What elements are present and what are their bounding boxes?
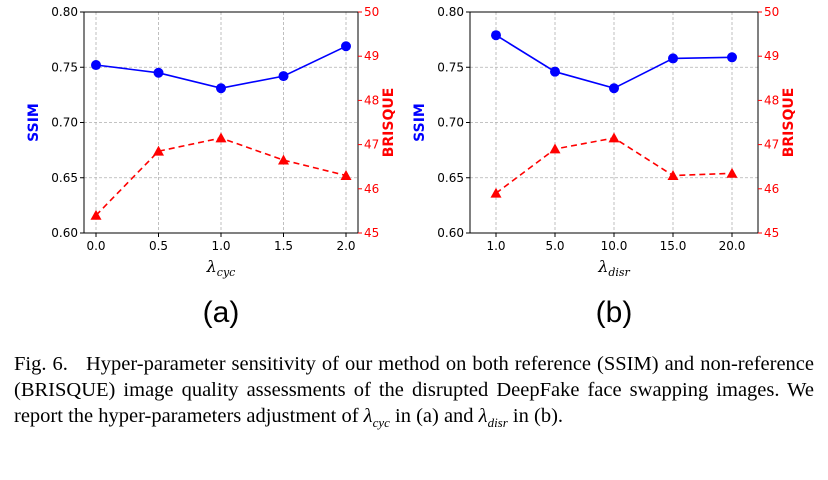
x-tick-label: 0.5	[149, 239, 168, 253]
x-axis-label-symbol: λ	[597, 257, 608, 276]
point-ssim	[341, 41, 351, 52]
y-right-axis-label: BRISQUE	[781, 88, 797, 158]
caption-symbol-1: λ	[363, 405, 373, 427]
y-right-tick-label: 45	[764, 226, 779, 240]
point-ssim	[278, 71, 289, 82]
x-tick-label: 15.0	[660, 239, 687, 253]
point-ssim	[491, 30, 501, 41]
x-tick-label: 5.0	[545, 239, 564, 253]
x-axis-label-symbol: λ	[206, 257, 217, 276]
point-ssim	[727, 52, 737, 63]
x-tick-label: 0.0	[86, 239, 105, 253]
y-right-tick-label: 48	[764, 93, 779, 107]
y-right-tick-label: 48	[364, 93, 379, 107]
caption-text-1: Hyper-parameter sensitivity of our metho…	[14, 353, 815, 427]
y-left-tick-label: 0.60	[51, 226, 78, 240]
caption-subscript-2: disr	[487, 415, 508, 431]
x-axis-label: λdisr	[597, 257, 630, 279]
x-tick-label: 1.0	[486, 239, 505, 253]
x-axis-label: λcyc	[206, 257, 236, 279]
panel-label: (b)	[596, 296, 633, 329]
x-tick-label: 1.0	[211, 239, 230, 253]
point-brisque	[608, 132, 620, 143]
point-ssim	[550, 66, 560, 77]
panel-label: (a)	[203, 296, 240, 329]
caption-label: Fig. 6.	[14, 353, 68, 375]
caption-subscript-1: cyc	[372, 415, 390, 431]
y-right-tick-label: 49	[764, 49, 779, 63]
y-left-tick-label: 0.70	[51, 116, 78, 130]
point-ssim	[216, 83, 226, 94]
y-left-tick-label: 0.80	[437, 5, 464, 19]
point-ssim	[609, 83, 619, 94]
x-tick-label: 20.0	[719, 239, 746, 253]
y-left-tick-label: 0.65	[51, 171, 78, 185]
point-brisque	[726, 167, 738, 178]
y-right-tick-label: 46	[364, 182, 379, 196]
point-brisque	[215, 132, 227, 143]
point-ssim	[668, 53, 678, 64]
y-left-axis-label: SSIM	[412, 103, 428, 142]
y-left-tick-label: 0.70	[437, 116, 464, 130]
caption-text-3: in (b).	[507, 405, 564, 427]
x-axis-label-subscript: cyc	[217, 266, 236, 279]
y-right-tick-label: 50	[764, 5, 779, 19]
x-axis-label-subscript: disr	[608, 266, 630, 279]
y-left-tick-label: 0.60	[437, 226, 464, 240]
chart-a: 0.0 0.5 1.0 1.5 2.0 0.60 0.65 0.70 0.75 0.80 45 46 4…	[26, 5, 397, 329]
caption-text-2: in (a) and	[389, 405, 479, 427]
point-brisque	[153, 145, 164, 156]
x-tick-label: 2.0	[336, 239, 355, 253]
caption-symbol-2: λ	[478, 405, 488, 427]
point-brisque	[278, 154, 289, 165]
chart-b: 1.0 5.0 10.0 15.0 20.0 0.60 0.65 0.70 0.75 0.80 45…	[412, 5, 797, 329]
point-brisque	[340, 170, 352, 180]
point-brisque	[90, 209, 102, 220]
point-ssim	[91, 60, 101, 71]
y-left-tick-label: 0.65	[437, 171, 464, 185]
y-left-axis-label: SSIM	[26, 103, 42, 142]
y-right-axis-label: BRISQUE	[381, 88, 397, 158]
y-right-tick-label: 50	[364, 5, 379, 19]
y-left-tick-label: 0.80	[51, 5, 78, 19]
x-tick-label: 10.0	[601, 239, 628, 253]
y-right-tick-label: 49	[364, 49, 379, 63]
point-brisque	[490, 187, 502, 198]
y-right-tick-label: 46	[764, 182, 779, 196]
figure-caption: Fig. 6. Hyper-parameter sensitivity of o…	[14, 351, 814, 436]
point-brisque	[549, 143, 561, 154]
point-ssim	[153, 67, 164, 78]
y-right-tick-label: 45	[364, 226, 379, 240]
point-brisque	[667, 170, 679, 180]
y-left-tick-label: 0.75	[51, 60, 78, 74]
x-tick-label: 1.5	[274, 239, 293, 253]
y-left-tick-label: 0.75	[437, 60, 464, 74]
y-right-tick-label: 47	[764, 138, 779, 152]
y-right-tick-label: 47	[364, 138, 379, 152]
